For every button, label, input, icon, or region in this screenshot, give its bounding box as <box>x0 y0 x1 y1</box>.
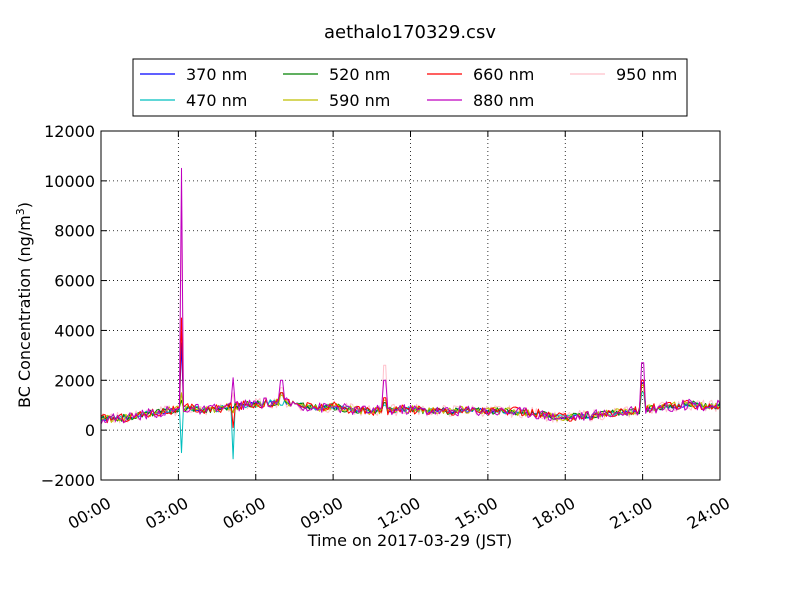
y-tick-label: 4000 <box>54 321 95 340</box>
series-line-660-nm <box>100 317 721 429</box>
y-axis-label-tail: ) <box>15 202 34 208</box>
legend-label: 370 nm <box>186 65 247 84</box>
y-axis-label: BC Concentration (ng/m3) <box>14 202 34 408</box>
chart-title: aethalo170329.csv <box>324 22 496 43</box>
legend: 370 nm 470 nm 520 nm 590 nm 660 nm 880 nm 950 … <box>132 58 688 117</box>
legend-frame <box>132 58 688 117</box>
y-tick-label: 12000 <box>44 122 95 141</box>
y-tick-label: 2000 <box>54 371 95 390</box>
legend-label: 880 nm <box>473 91 534 110</box>
y-tick-label: 6000 <box>54 272 95 291</box>
legend-label: 950 nm <box>616 65 677 84</box>
series-line-590-nm <box>100 384 721 423</box>
y-tick-label: −2000 <box>41 471 95 490</box>
y-tick-label: 8000 <box>54 222 95 241</box>
y-tick-label: 10000 <box>44 172 95 191</box>
y-axis-label-superscript: 3 <box>14 208 27 215</box>
x-axis-label: Time on 2017-03-29 (JST) <box>307 531 512 550</box>
legend-label: 520 nm <box>329 65 390 84</box>
legend-label: 470 nm <box>186 91 247 110</box>
series-line-880-nm <box>100 167 721 425</box>
legend-label: 660 nm <box>473 65 534 84</box>
legend-label: 590 nm <box>329 91 390 110</box>
y-tick-label: 0 <box>85 421 95 440</box>
y-axis-label-main: BC Concentration (ng/m <box>15 215 34 408</box>
